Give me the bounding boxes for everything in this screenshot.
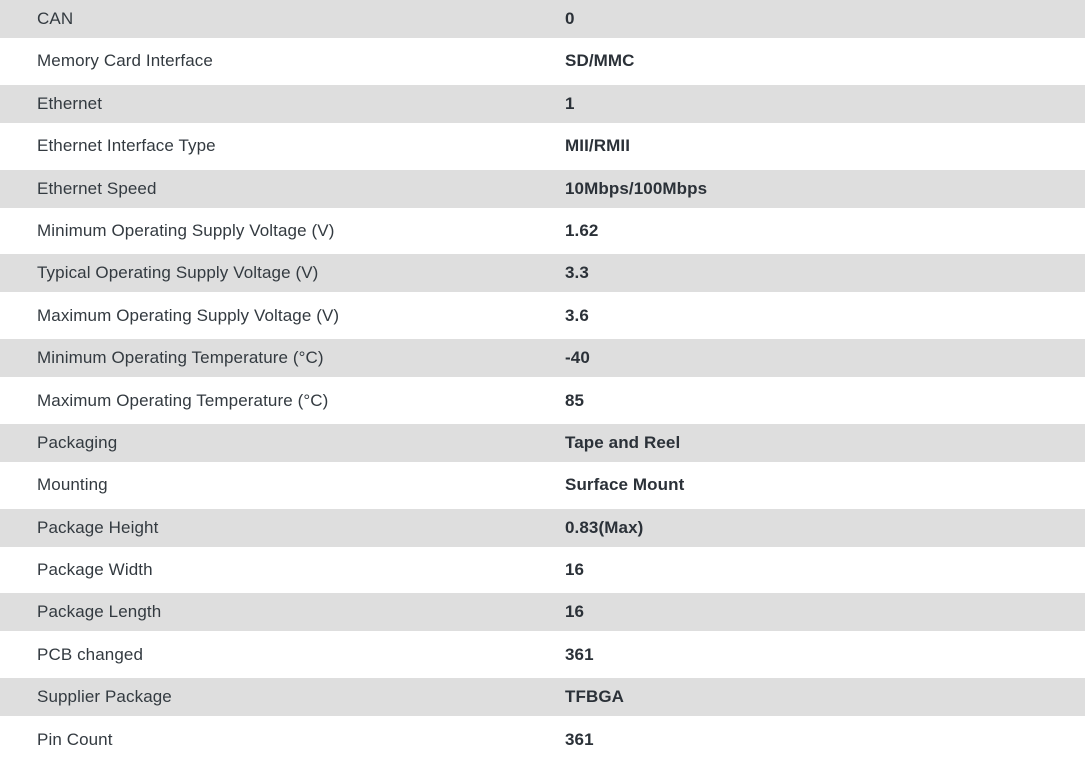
spec-row-value: MII/RMII [565, 136, 631, 156]
spec-row-value: Tape and Reel [565, 432, 681, 452]
spec-row-value: TFBGA [565, 687, 625, 707]
spec-row-label: Pin Count [37, 729, 113, 749]
spec-row-label: Supplier Package [37, 687, 172, 707]
spec-row: Package Width 16 [0, 551, 1085, 590]
spec-row-label: Maximum Operating Temperature (°C) [37, 390, 329, 410]
spec-row-value: 10Mbps/100Mbps [565, 178, 708, 198]
spec-row: Minimum Operating Temperature (°C) -40 [0, 339, 1085, 378]
spec-row-value: 1.62 [565, 220, 599, 240]
spec-row-value: 16 [565, 602, 585, 622]
spec-row: Ethernet Speed 10Mbps/100Mbps [0, 169, 1085, 208]
spec-row-label: Maximum Operating Supply Voltage (V) [37, 305, 340, 325]
spec-row-value: 85 [565, 390, 585, 410]
spec-row-value: 1 [565, 93, 575, 113]
spec-row-label: Ethernet Interface Type [37, 136, 216, 156]
spec-row: Maximum Operating Temperature (°C) 85 [0, 381, 1085, 420]
spec-row-value: 0.83(Max) [565, 517, 644, 537]
spec-row-label: Packaging [37, 432, 118, 452]
spec-row-label: CAN [37, 9, 74, 28]
spec-row: Supplier Package TFBGA [0, 678, 1085, 717]
spec-row: Packaging Tape and Reel [0, 423, 1085, 462]
spec-row: Pin Count 361 [0, 720, 1085, 759]
spec-row-label: Mounting [37, 475, 108, 495]
spec-row-value: SD/MMC [565, 51, 635, 71]
spec-row-value: 3.3 [565, 263, 589, 283]
spec-row: Ethernet 1 [0, 84, 1085, 123]
spec-row-label: Ethernet [37, 93, 103, 113]
spec-row: Minimum Operating Supply Voltage (V) 1.6… [0, 211, 1085, 250]
spec-row-label: Memory Card Interface [37, 51, 213, 71]
spec-row-value: 3.6 [565, 305, 589, 325]
spec-row: Mounting Surface Mount [0, 466, 1085, 505]
spec-row: CAN 0 [0, 0, 1085, 38]
spec-row-label: Typical Operating Supply Voltage (V) [37, 263, 319, 283]
spec-row-value: -40 [565, 348, 590, 368]
spec-row: Ethernet Interface Type MII/RMII [0, 127, 1085, 166]
spec-row-label: Package Width [37, 560, 153, 580]
spec-row-label: Ethernet Speed [37, 178, 157, 198]
spec-row-value: Surface Mount [565, 475, 685, 495]
spec-row: PCB changed 361 [0, 635, 1085, 674]
spec-row-value: 0 [565, 9, 575, 28]
spec-row-label: Minimum Operating Supply Voltage (V) [37, 220, 335, 240]
spec-row-label: Package Length [37, 602, 162, 622]
spec-row-value: 16 [565, 560, 585, 580]
spec-row-label: Package Height [37, 517, 159, 537]
spec-row-value: 361 [565, 644, 594, 664]
spec-row-value: 361 [565, 729, 594, 749]
spec-row: Typical Operating Supply Voltage (V) 3.3 [0, 254, 1085, 293]
spec-row: Package Length 16 [0, 593, 1085, 632]
spec-row: Maximum Operating Supply Voltage (V) 3.6 [0, 296, 1085, 335]
spec-row-label: Minimum Operating Temperature (°C) [37, 348, 324, 368]
spec-row-label: PCB changed [37, 644, 144, 664]
spec-row: Memory Card Interface SD/MMC [0, 42, 1085, 81]
spec-row: Package Height 0.83(Max) [0, 508, 1085, 547]
